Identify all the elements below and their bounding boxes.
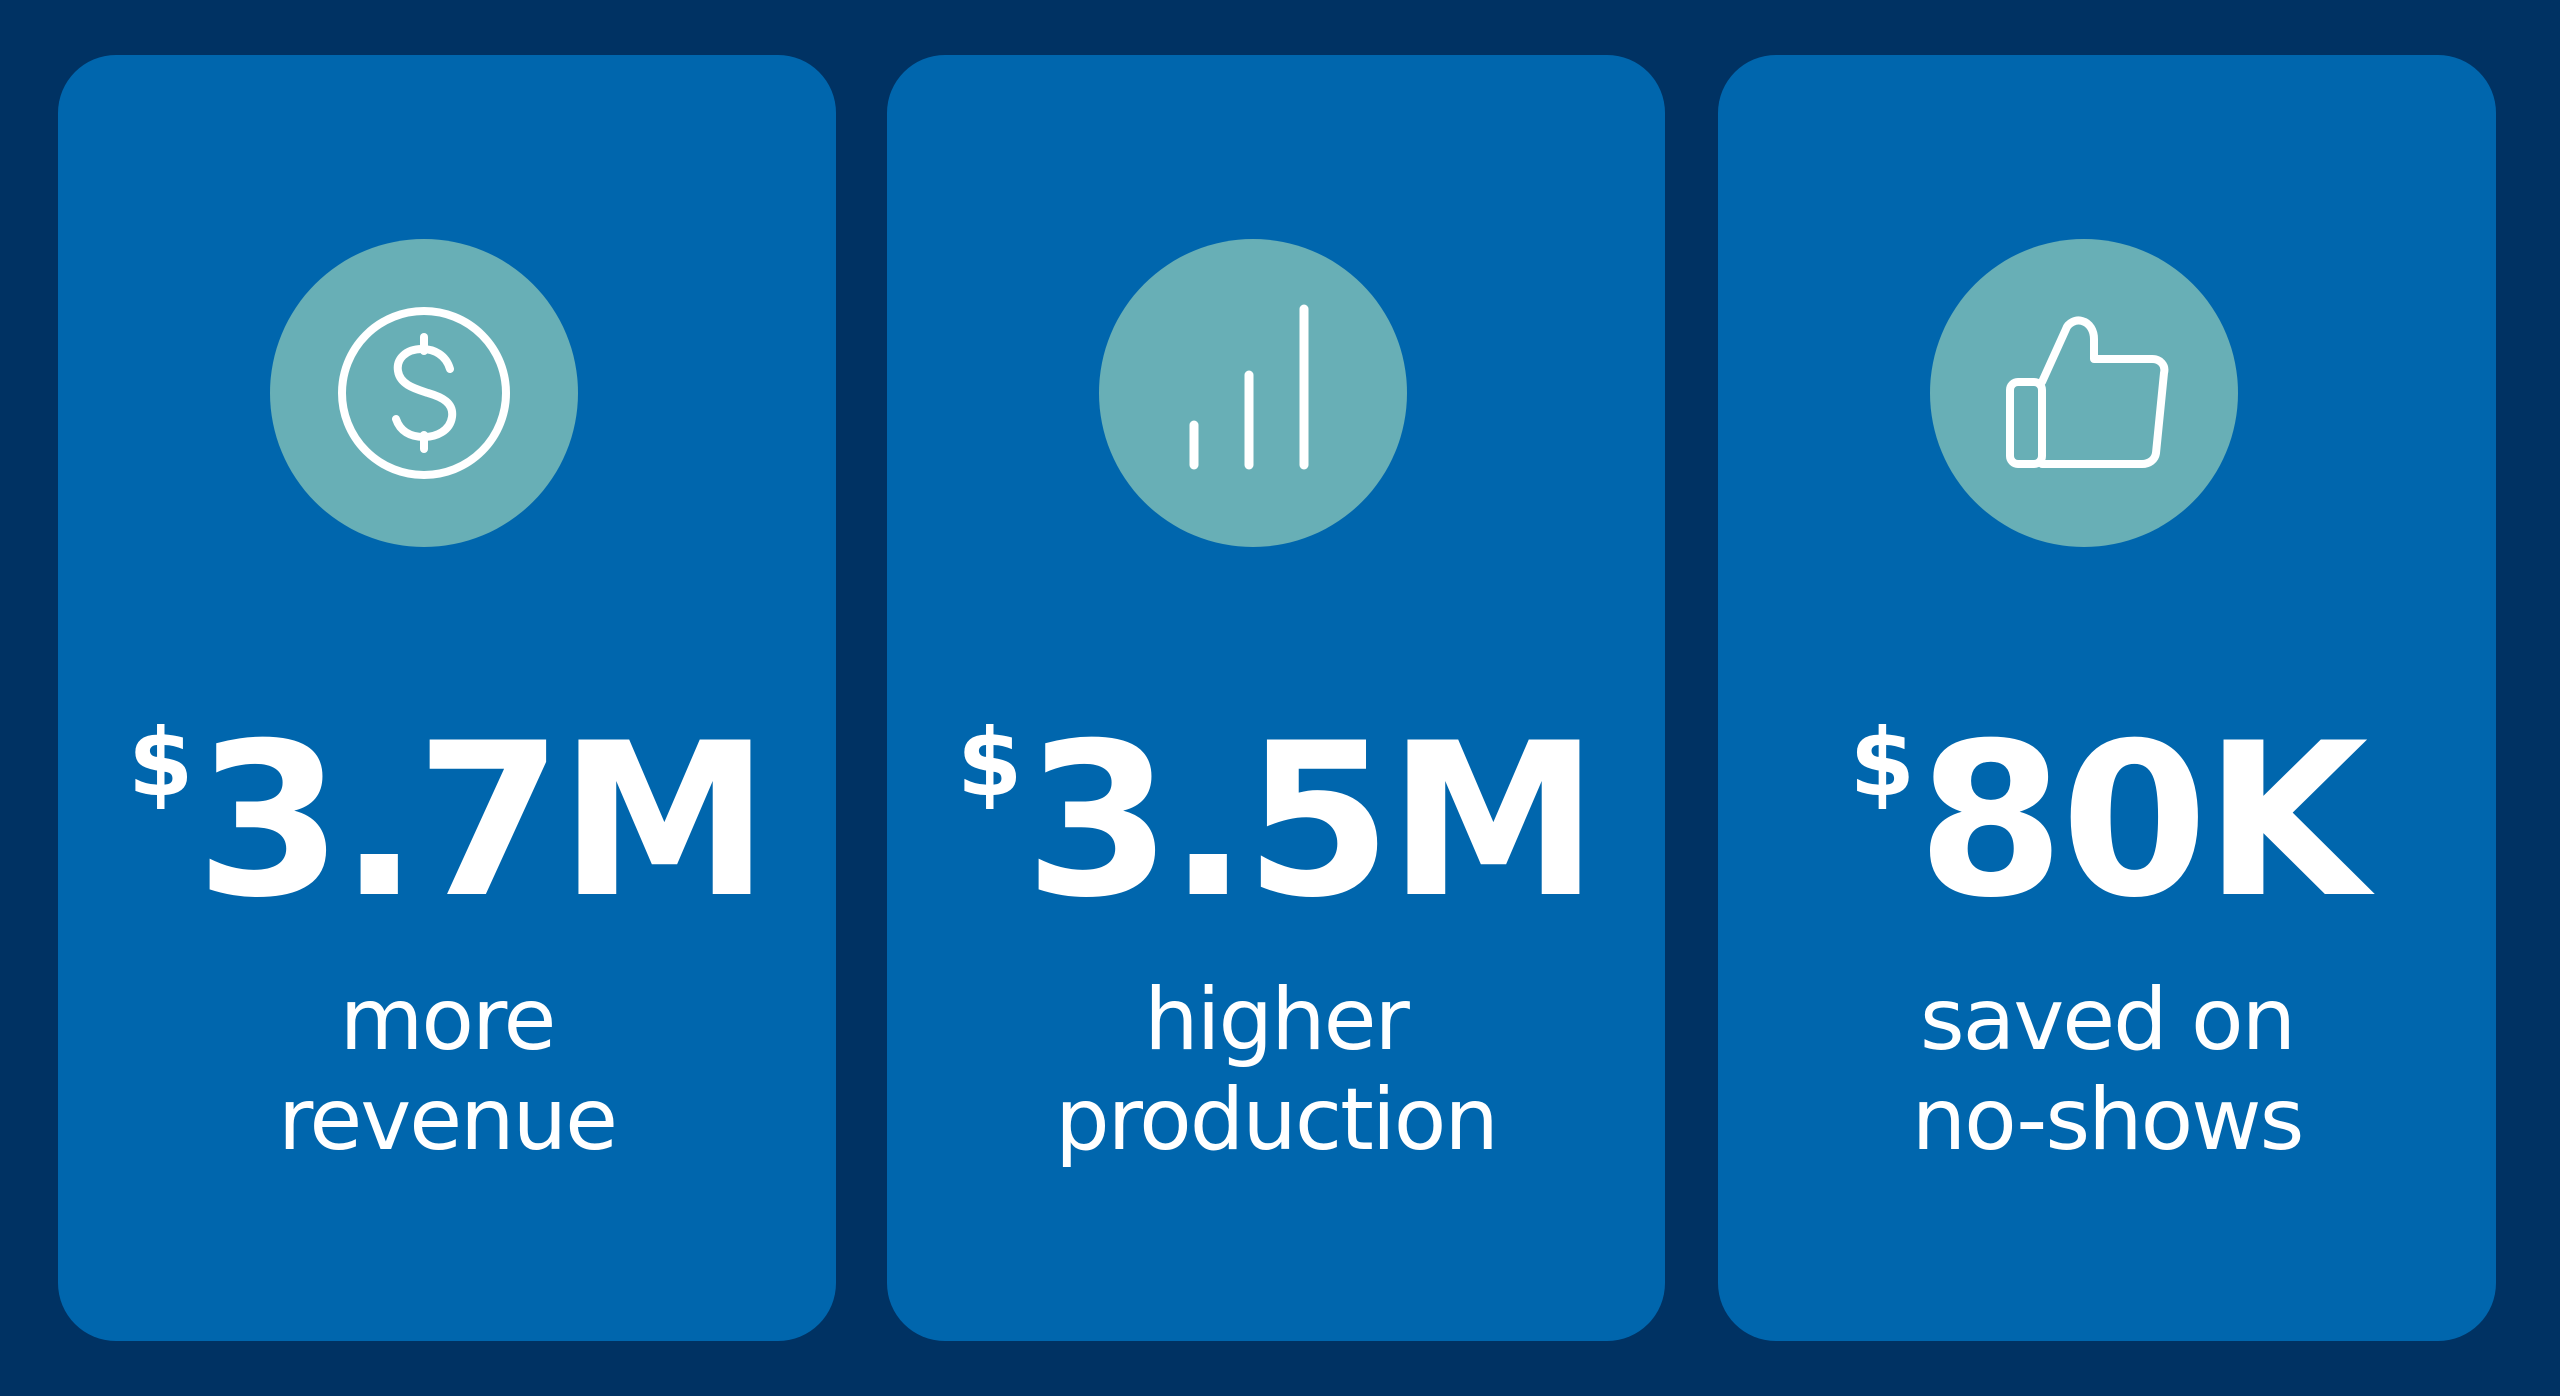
stat-description: more revenue [58, 970, 836, 1170]
stat-description: saved on no-shows [1718, 970, 2496, 1170]
currency-symbol: $ [957, 709, 1022, 818]
thumbs-up-icon [1930, 239, 2238, 547]
description-line-1: more [339, 970, 557, 1070]
stat-value: $ 80K [1718, 655, 2496, 927]
stat-number: 3.5M [1024, 697, 1599, 944]
description-line-1: higher [1144, 970, 1410, 1070]
stat-card-revenue: $ 3.7M more revenue [58, 55, 836, 1341]
stat-description: higher production [887, 970, 1665, 1170]
stat-number: 80K [1917, 697, 2368, 944]
currency-symbol: $ [128, 709, 193, 818]
description-line-2: revenue [277, 1070, 618, 1170]
stat-value: $ 3.7M [58, 655, 836, 927]
currency-symbol: $ [1849, 709, 1915, 818]
description-line-1: saved on [1919, 970, 2296, 1070]
bar-chart-icon [1099, 239, 1407, 547]
stat-card-production: $ 3.5M higher production [887, 55, 1665, 1341]
description-line-2: production [1055, 1070, 1499, 1170]
stat-value: $ 3.5M [887, 655, 1665, 927]
description-line-2: no-shows [1911, 1070, 2305, 1170]
dollar-circle-icon [270, 239, 578, 547]
stat-card-no-shows: $ 80K saved on no-shows [1718, 55, 2496, 1341]
stat-number: 3.7M [195, 697, 770, 944]
